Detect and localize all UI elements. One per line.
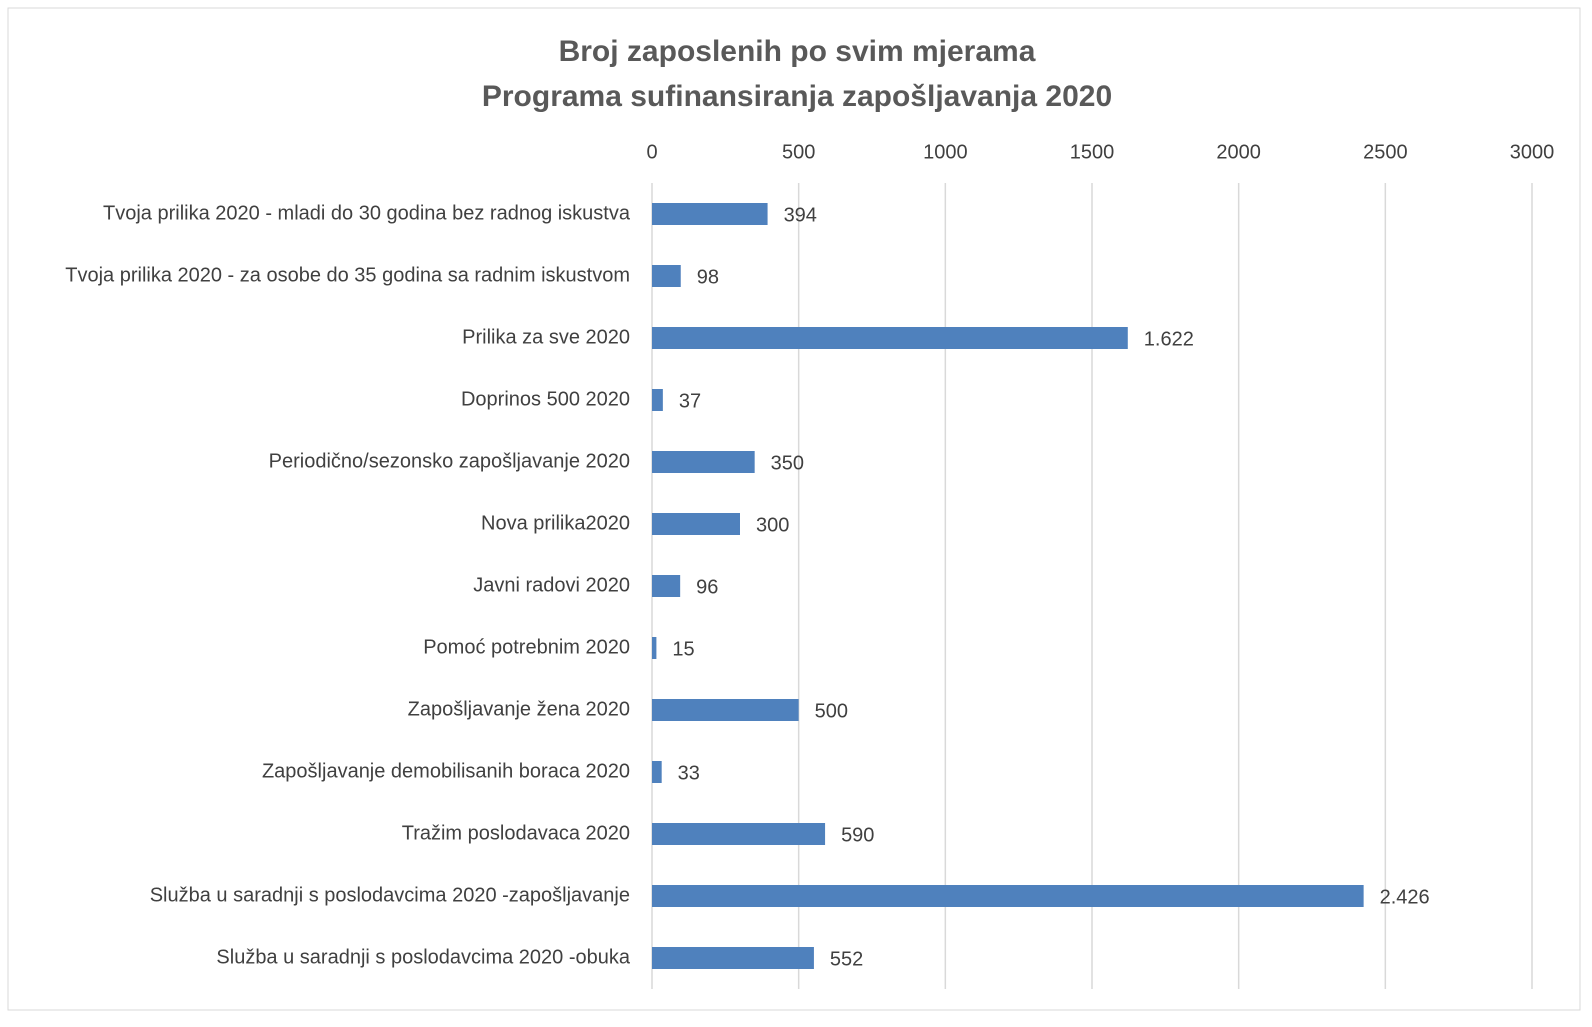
data-label: 350 — [771, 452, 804, 474]
bar — [652, 823, 826, 845]
y-tick-label: Periodično/sezonsko zapošljavanje 2020 — [269, 450, 630, 472]
bar — [652, 389, 663, 411]
bar — [652, 451, 755, 473]
x-tick-label: 1500 — [1070, 141, 1115, 163]
data-label: 96 — [696, 576, 718, 598]
y-tick-label: Služba u saradnji s poslodavcima 2020 -z… — [150, 884, 630, 906]
data-label: 2.426 — [1380, 886, 1430, 908]
x-tick-label: 0 — [646, 141, 657, 163]
chart-title: Programa sufinansiranja zapošljavanja 20… — [482, 80, 1112, 113]
data-label: 33 — [678, 762, 700, 784]
y-tick-label: Tražim poslodavaca 2020 — [402, 822, 630, 844]
data-label: 394 — [784, 204, 817, 226]
data-label: 590 — [841, 824, 874, 846]
x-tick-label: 2500 — [1363, 141, 1408, 163]
data-label: 552 — [830, 948, 863, 970]
x-tick-label: 2000 — [1216, 141, 1261, 163]
bar — [652, 699, 799, 721]
bar — [652, 637, 657, 659]
y-tick-label: Služba u saradnji s poslodavcima 2020 -o… — [216, 946, 630, 968]
y-tick-label: Doprinos 500 2020 — [461, 388, 630, 410]
data-label: 15 — [672, 638, 694, 660]
data-label: 98 — [697, 266, 719, 288]
y-tick-label: Zapošljavanje demobilisanih boraca 2020 — [262, 760, 630, 782]
y-tick-label: Tvoja prilika 2020 - mladi do 30 godina … — [103, 202, 631, 224]
bar — [652, 265, 681, 287]
data-label: 1.622 — [1144, 328, 1194, 350]
y-tick-label: Pomoć potrebnim 2020 — [423, 636, 630, 658]
y-tick-label: Prilika za sve 2020 — [462, 326, 630, 348]
bar — [652, 513, 740, 535]
bar — [652, 575, 681, 597]
y-tick-label: Javni radovi 2020 — [473, 574, 630, 596]
data-label: 300 — [756, 514, 789, 536]
bar — [652, 203, 768, 225]
data-label: 500 — [815, 700, 848, 722]
bar — [652, 761, 662, 783]
chart-title: Broj zaposlenih po svim mjerama — [559, 35, 1036, 68]
data-label: 37 — [679, 390, 701, 412]
y-tick-label: Zapošljavanje žena 2020 — [408, 698, 630, 720]
bar — [652, 885, 1364, 907]
x-tick-label: 3000 — [1510, 141, 1555, 163]
bar — [652, 327, 1128, 349]
y-tick-label: Nova prilika2020 — [481, 512, 630, 534]
y-tick-label: Tvoja prilika 2020 - za osobe do 35 godi… — [65, 264, 630, 286]
bar — [652, 947, 814, 969]
x-tick-label: 500 — [782, 141, 815, 163]
x-tick-label: 1000 — [923, 141, 968, 163]
